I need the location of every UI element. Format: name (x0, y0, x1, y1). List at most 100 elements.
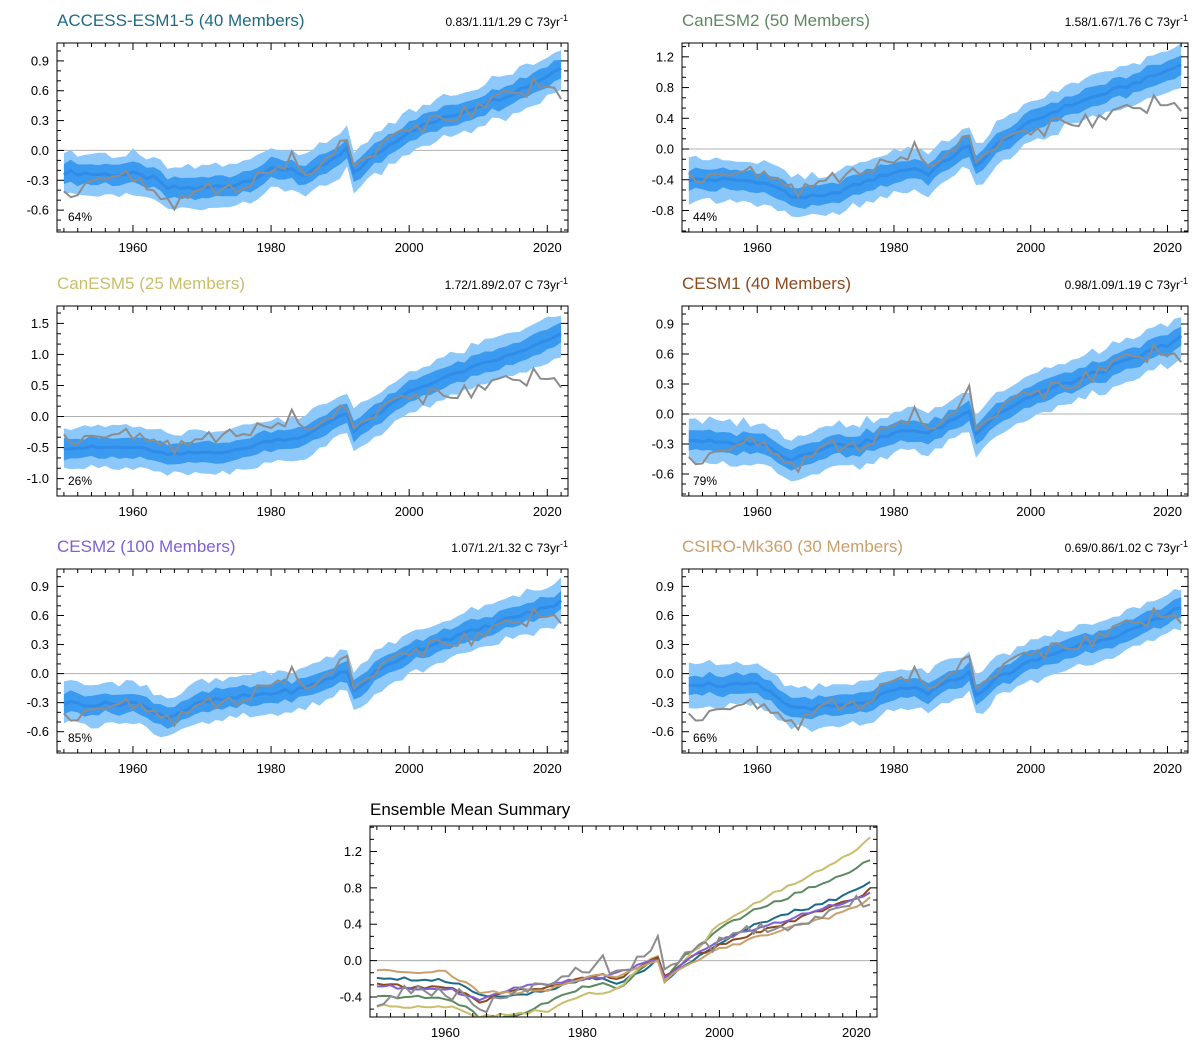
x-tick-label: 2000 (1016, 504, 1045, 519)
y-tick-label: 0.4 (656, 111, 674, 126)
observed-line (63, 606, 562, 728)
ensemble-outer-band (63, 315, 562, 476)
observed-line (688, 606, 1182, 732)
ensemble-outer-band (688, 43, 1182, 218)
x-tick-label: 2000 (395, 504, 424, 519)
plot-area (57, 50, 568, 212)
x-tick-label: 2000 (1016, 240, 1045, 255)
y-tick-label: 0.0 (31, 666, 49, 681)
y-tick-label: -0.3 (27, 695, 49, 710)
y-tick-label: 0.6 (31, 83, 49, 98)
y-tick-label: 0.4 (344, 917, 362, 932)
x-tick-label: 1980 (257, 761, 286, 776)
y-tick-label: 0.6 (656, 347, 674, 362)
percent-label: 44% (693, 210, 717, 224)
y-tick-label: 0.6 (656, 608, 674, 623)
observed-line (688, 342, 1182, 474)
x-tick-label: 1960 (743, 240, 772, 255)
y-tick-label: -0.6 (27, 203, 49, 218)
x-tick-label: 1980 (880, 504, 909, 519)
x-tick-label: 2020 (533, 240, 562, 255)
y-tick-label: -0.4 (652, 172, 674, 187)
plot-area (682, 43, 1188, 218)
x-tick-label: 1980 (568, 1025, 597, 1040)
y-tick-label: 1.2 (656, 49, 674, 64)
x-tick-label: 1980 (880, 240, 909, 255)
y-tick-label: 0.9 (656, 317, 674, 332)
ensemble-outer-band (688, 317, 1182, 482)
ensemble-inner-band (688, 597, 1182, 720)
x-tick-label: 2020 (533, 761, 562, 776)
y-tick-label: 0.9 (31, 53, 49, 68)
x-tick-label: 2020 (1153, 761, 1182, 776)
x-tick-label: 2020 (1153, 504, 1182, 519)
x-tick-label: 2000 (395, 240, 424, 255)
chart-title: CanESM5 (25 Members) (57, 274, 245, 293)
x-tick-label: 1980 (257, 240, 286, 255)
observed-line (63, 366, 562, 456)
plot-frame (56, 42, 569, 233)
x-tick-label: 2000 (395, 761, 424, 776)
y-tick-label: -0.5 (27, 440, 49, 455)
plot-area (57, 577, 568, 738)
y-tick-label: 0.0 (656, 666, 674, 681)
percent-label: 85% (68, 731, 92, 745)
x-tick-label: 1960 (743, 761, 772, 776)
plot-area (57, 315, 568, 476)
trend-annotation: 1.72/1.89/2.07 C 73yr-1 (445, 276, 568, 292)
plot-frame (56, 568, 569, 754)
chart-title: ACCESS-ESM1-5 (40 Members) (57, 11, 305, 30)
plot-area (682, 317, 1188, 482)
x-tick-label: 2020 (842, 1025, 871, 1040)
percent-label: 66% (693, 731, 717, 745)
x-tick-label: 2000 (705, 1025, 734, 1040)
percent-label: 79% (693, 474, 717, 488)
chart-title: CanESM2 (50 Members) (682, 11, 870, 30)
summary-series-line-6 (376, 896, 871, 995)
y-tick-label: 0.3 (656, 637, 674, 652)
y-tick-label: 0.0 (656, 142, 674, 157)
y-tick-label: -0.3 (652, 437, 674, 452)
y-tick-label: 0.6 (31, 608, 49, 623)
summary-series-line-1 (376, 881, 871, 998)
y-tick-label: 0.3 (31, 113, 49, 128)
trend-annotation: 0.83/1.11/1.29 C 73yr-1 (445, 13, 568, 29)
plot-frame (681, 568, 1189, 754)
chart-panel-summary: 1960 1980 2000 2020 1.2 0.8 0.4 0.0 -0.4 Ensemble… (340, 800, 878, 1040)
trend-annotation: 0.98/1.09/1.19 C 73yr-1 (1065, 276, 1188, 292)
y-tick-label: 1.5 (31, 316, 49, 331)
x-tick-label: 2000 (1016, 761, 1045, 776)
x-tick-label: 1960 (118, 504, 147, 519)
chart-panel-canesm5: 1960 1980 2000 2020 1.5 1.0 0.5 0.0 -0.5 -1.0 CanE… (27, 274, 569, 519)
observed-line (63, 76, 562, 212)
x-tick-label: 1960 (743, 504, 772, 519)
summary-series-line-3 (376, 836, 871, 1017)
y-tick-label: 0.9 (656, 579, 674, 594)
trend-annotation: 1.58/1.67/1.76 C 73yr-1 (1065, 13, 1188, 29)
chart-panel-cesm2: 1960 1980 2000 2020 0.9 0.6 0.3 0.0 -0.3 -0.6 CESM… (27, 537, 569, 776)
y-tick-label: 1.0 (31, 347, 49, 362)
chart-panel-canesm2: 1960 1980 2000 2020 1.2 0.8 0.4 0.0 -0.4 -0.8 CanE… (652, 11, 1189, 255)
chart-panel-cesm1: 1960 1980 2000 2020 0.9 0.6 0.3 0.0 -0.3 -0.6 CESM… (652, 274, 1189, 519)
summary-series-line-7 (376, 894, 871, 1014)
y-tick-label: 0.0 (31, 143, 49, 158)
y-tick-label: 0.5 (31, 378, 49, 393)
x-tick-label: 1980 (880, 761, 909, 776)
x-tick-label: 2020 (533, 504, 562, 519)
chart-panel-csiro: 1960 1980 2000 2020 0.9 0.6 0.3 0.0 -0.3 -0.6 CSIR… (652, 537, 1189, 776)
plot-area (682, 589, 1188, 732)
ensemble-mean-line (63, 332, 562, 457)
y-tick-label: -0.6 (652, 467, 674, 482)
plot-area (370, 836, 877, 1017)
y-tick-label: 0.3 (656, 377, 674, 392)
chart-title: CESM1 (40 Members) (682, 274, 851, 293)
x-tick-label: 1980 (257, 504, 286, 519)
y-tick-label: -0.6 (27, 724, 49, 739)
chart-title: CESM2 (100 Members) (57, 537, 236, 556)
y-tick-label: -0.4 (340, 989, 362, 1004)
ensemble-outer-band (688, 589, 1182, 732)
x-tick-label: 1960 (431, 1025, 460, 1040)
ensemble-mean-line (63, 67, 562, 191)
chart-panel-access: 1960 1980 2000 2020 0.9 0.6 0.3 0.0 -0.3 -0.6 ACCE… (27, 11, 569, 255)
